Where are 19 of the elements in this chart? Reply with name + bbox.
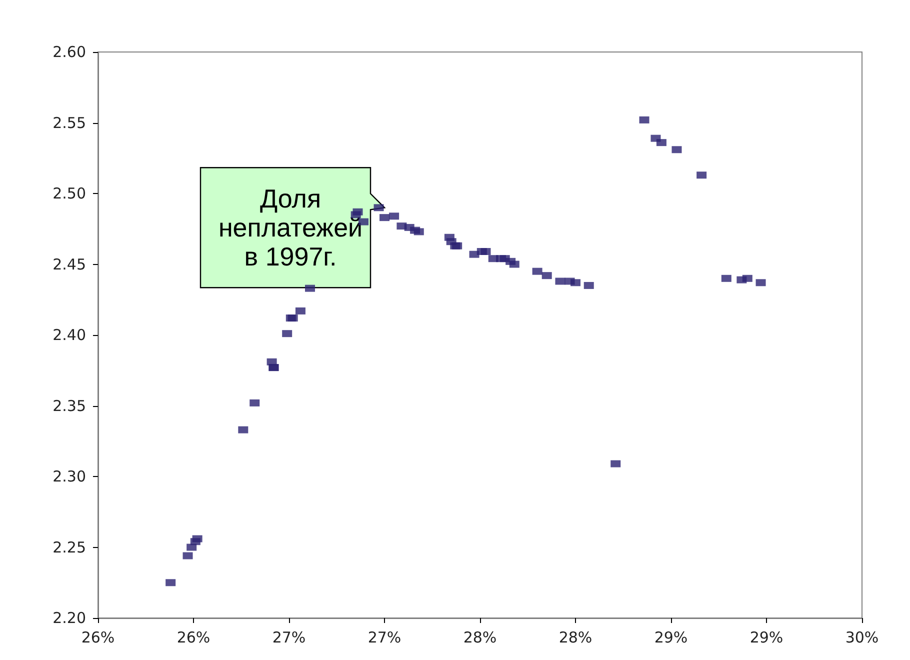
x-tick-label: 26%	[81, 628, 115, 646]
y-tick-label: 2.35	[52, 396, 86, 415]
y-tick-label: 2.45	[52, 255, 86, 274]
x-tick-label: 27%	[368, 628, 402, 646]
x-tick-label: 26%	[176, 628, 210, 646]
x-tick-label: 29%	[750, 628, 784, 646]
x-tick-label: 27%	[272, 628, 306, 646]
x-tick-label: 28%	[558, 628, 592, 646]
y-tick-label: 2.50	[52, 184, 86, 202]
y-tick-label: 2.40	[52, 326, 86, 344]
annotation: Доля неплатежей в 1997г.	[218, 184, 363, 272]
y-tick-label: 2.55	[52, 114, 86, 132]
y-tick-label: 2.25	[52, 538, 86, 556]
x-tick-label: 29%	[654, 628, 688, 646]
y-tick-label: 2.20	[52, 609, 86, 627]
y-tick-label: 2.30	[52, 468, 86, 486]
y-tick-label: 2.60	[52, 43, 86, 61]
x-tick-label: 28%	[463, 628, 497, 646]
x-tick-label: 30%	[845, 628, 879, 646]
